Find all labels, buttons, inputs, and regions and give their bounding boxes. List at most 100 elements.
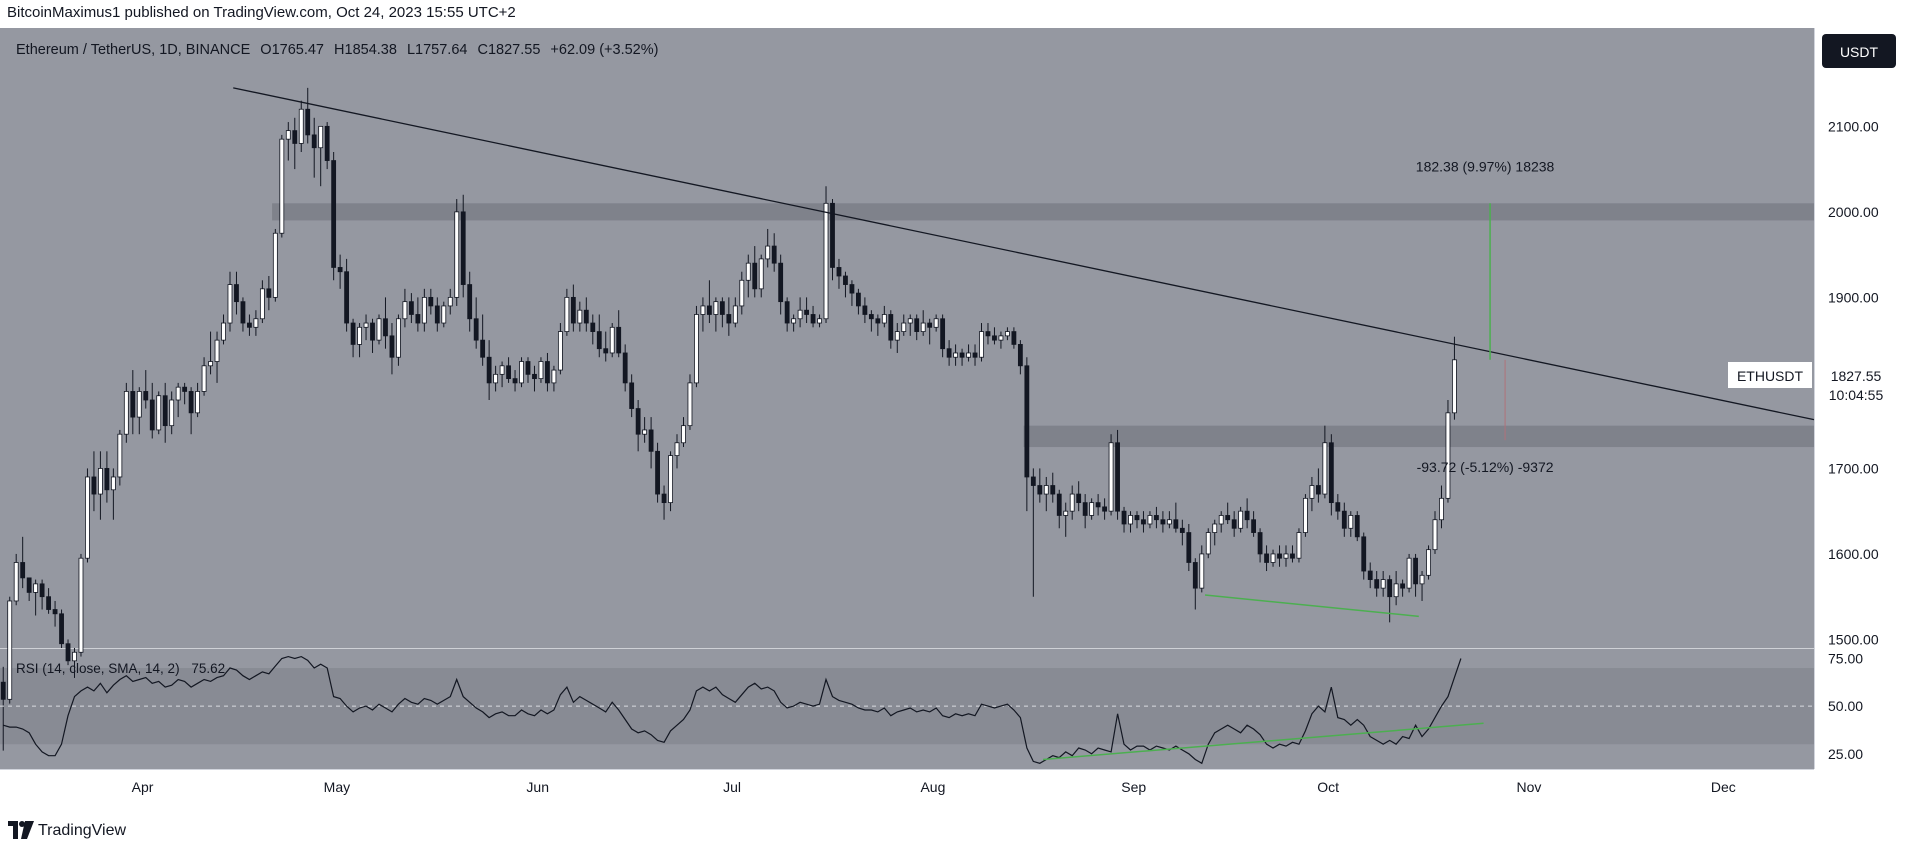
candle-up <box>136 391 142 418</box>
footer: TradingView <box>0 816 1907 846</box>
time-tick-label: Oct <box>1317 779 1339 795</box>
currency-badge[interactable] <box>1822 34 1896 68</box>
candle-down <box>1154 515 1159 521</box>
candle-down <box>266 288 272 298</box>
candle-down <box>849 284 855 294</box>
price-tick-labels: 2200.002100.002000.001900.001700.001600.… <box>1828 33 1879 648</box>
open-label: O <box>260 42 271 58</box>
candle-down <box>1341 510 1347 529</box>
candle-up <box>1296 532 1302 559</box>
price-tick-label: 2100.00 <box>1828 118 1879 134</box>
candle-down <box>331 160 337 268</box>
candle-down <box>480 339 486 358</box>
candle-up <box>1348 515 1354 529</box>
candle-up <box>1108 442 1114 512</box>
candle-down <box>292 130 298 144</box>
candle-down <box>1186 532 1192 563</box>
descending-trendline <box>233 87 1815 421</box>
candle-up <box>175 386 181 401</box>
candle-down <box>1082 502 1088 516</box>
candle-up <box>1303 497 1308 533</box>
candle-down <box>1225 515 1231 521</box>
resistance-zone-upper <box>272 203 1815 221</box>
candle-down <box>1257 532 1263 555</box>
candle-down <box>784 301 790 324</box>
candle-up <box>98 468 103 495</box>
candle-down <box>940 318 946 350</box>
open-value: 1765.47 <box>272 42 324 58</box>
resistance-zones <box>272 203 1815 448</box>
candle-down <box>1056 493 1062 516</box>
candle-up <box>577 309 583 324</box>
candle-up <box>259 288 265 320</box>
candle-up <box>894 331 900 341</box>
candle-up <box>85 476 90 559</box>
candle-down <box>545 361 550 384</box>
candle-up <box>156 395 162 431</box>
candle-up <box>700 305 706 315</box>
candle-up <box>817 318 822 324</box>
candle-down <box>616 326 622 354</box>
candle-down <box>1050 485 1056 495</box>
candle-up <box>363 322 369 328</box>
candle-down <box>1173 519 1179 529</box>
candle-down <box>473 318 479 341</box>
candle-down <box>752 262 758 290</box>
candle-down <box>629 382 635 409</box>
price-tick-label: 1600.00 <box>1828 546 1879 562</box>
candle-down <box>188 391 194 414</box>
low-label: L <box>407 42 415 58</box>
candle-down <box>1315 485 1321 495</box>
time-tick-label: Nov <box>1516 779 1541 795</box>
candle-down <box>1244 510 1250 521</box>
candle-down <box>1134 515 1140 521</box>
candle-down <box>525 361 531 375</box>
candle-down <box>46 596 51 610</box>
candle-down <box>1400 583 1406 589</box>
rsi-label: RSI (14, close, SMA, 14, 2) <box>16 661 180 676</box>
candle-down <box>428 296 434 307</box>
candle-up <box>214 339 220 362</box>
time-tick-label: Jul <box>723 779 741 795</box>
candle-up <box>758 258 764 290</box>
candles <box>0 87 1457 751</box>
candle-down <box>1374 579 1380 589</box>
candle-up <box>1445 412 1451 499</box>
time-tick-label: Jun <box>526 779 549 795</box>
candle-up <box>376 318 382 341</box>
candle-up <box>732 305 738 324</box>
candle-down <box>20 562 26 579</box>
candle-down <box>1328 442 1334 504</box>
candle-down <box>868 314 874 320</box>
candle-down <box>434 305 440 324</box>
candle-down <box>1367 570 1373 580</box>
candle-up <box>998 335 1004 341</box>
candle-down <box>467 284 473 320</box>
time-scale[interactable] <box>0 770 1907 816</box>
rsi-divergence-line <box>1042 722 1484 761</box>
candle-up <box>110 476 116 491</box>
top-bar: BitcoinMaximus1 published on TradingView… <box>0 0 1907 28</box>
ticker-label: ETHUSDT <box>1737 368 1804 384</box>
measure-up-label: 182.38 (9.97%) 18238 <box>1416 158 1555 174</box>
candle-up <box>1128 515 1133 525</box>
candle-up <box>13 562 19 602</box>
candle-up <box>1063 510 1069 516</box>
candle-up <box>1322 442 1328 495</box>
candle-down <box>836 267 842 277</box>
rsi-tick-label: 75.00 <box>1828 651 1863 667</box>
candle-down <box>927 322 933 328</box>
candle-down <box>1011 331 1017 345</box>
candle-up <box>694 314 699 384</box>
candle-up <box>1199 553 1205 589</box>
candle-down <box>1095 502 1101 508</box>
candle-down <box>52 609 58 615</box>
candle-up <box>78 557 84 653</box>
published-by-text: BitcoinMaximus1 published on TradingView… <box>7 4 516 21</box>
main-pane-bg <box>0 28 1814 648</box>
candle-down <box>383 318 388 337</box>
candle-down <box>830 202 835 268</box>
candle-up <box>564 296 570 332</box>
candle-up <box>791 318 797 324</box>
